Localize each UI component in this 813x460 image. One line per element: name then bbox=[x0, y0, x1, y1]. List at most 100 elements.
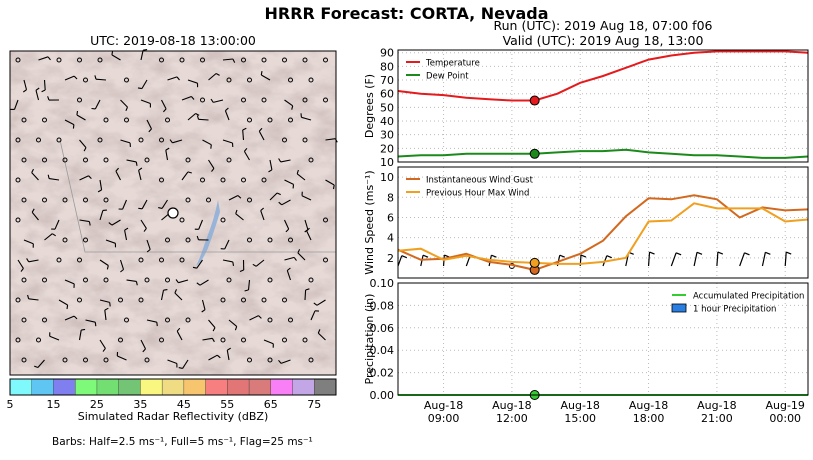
calm-wind-marker bbox=[288, 237, 293, 243]
chart-panel-3: 0.00 0.02 0.04 0.06 0.08 0.10 Precipitation (i… bbox=[363, 277, 809, 402]
wind-barb bbox=[111, 50, 121, 61]
wind-barb bbox=[146, 239, 151, 253]
wind-barb bbox=[181, 95, 195, 101]
y-tick-label: 0.04 bbox=[370, 344, 395, 357]
wind-barb bbox=[140, 219, 147, 232]
calm-wind-marker bbox=[282, 297, 287, 303]
wind-barb bbox=[140, 339, 146, 353]
calm-wind-marker bbox=[308, 77, 314, 83]
wind-barb bbox=[196, 115, 209, 121]
y-tick-label: 2 bbox=[387, 252, 394, 265]
colorbar-tick-label: 65 bbox=[264, 398, 278, 411]
calm-wind-marker bbox=[220, 177, 226, 183]
colorbar-tick-label: 5 bbox=[7, 398, 14, 411]
legend: Accumulated Precipitation 1 hour Precipit… bbox=[671, 292, 804, 315]
calm-wind-marker bbox=[302, 137, 308, 143]
calm-wind-marker bbox=[261, 97, 267, 103]
wind-barbs-layer bbox=[10, 49, 338, 369]
wind-barb bbox=[31, 208, 39, 221]
calm-wind-marker bbox=[323, 257, 328, 263]
calm-wind-marker bbox=[159, 57, 164, 63]
legend-label: Dew Point bbox=[426, 72, 469, 82]
y-tick-label: 30 bbox=[380, 129, 394, 142]
wind-barb bbox=[161, 99, 167, 113]
colorbar-cell bbox=[227, 378, 250, 396]
wind-barb bbox=[85, 319, 97, 327]
wind-barb-feather bbox=[765, 251, 771, 255]
x-tick-label-time: 15:00 bbox=[564, 412, 596, 425]
wind-barb bbox=[35, 87, 40, 101]
colorbar-cell bbox=[292, 378, 315, 396]
x-tick-label-time: 00:00 bbox=[769, 412, 801, 425]
wind-barb bbox=[140, 49, 148, 61]
calm-wind-marker bbox=[267, 357, 273, 363]
x-tick-label-date: Aug-18 bbox=[492, 399, 531, 412]
calm-wind-marker bbox=[323, 97, 328, 103]
map-title: UTC: 2019-08-18 13:00:00 bbox=[90, 33, 256, 48]
calm-wind-marker bbox=[226, 157, 232, 163]
calm-wind-marker bbox=[138, 297, 144, 303]
wind-barb bbox=[99, 209, 107, 221]
y-tick-label: 80 bbox=[380, 60, 394, 73]
calm-wind-marker bbox=[247, 237, 252, 243]
calm-wind-marker bbox=[103, 117, 109, 123]
wind-barb bbox=[126, 159, 138, 166]
wind-barb bbox=[304, 288, 310, 301]
x-tick-label-date: Aug-18 bbox=[629, 399, 668, 412]
colorbar-cell bbox=[53, 378, 76, 396]
calm-wind-marker bbox=[288, 317, 293, 323]
x-tick-label-date: Aug-18 bbox=[560, 399, 599, 412]
series-line-previous-hour-max-wind bbox=[397, 202, 809, 265]
wind-barb bbox=[169, 139, 183, 144]
calm-wind-marker bbox=[241, 297, 246, 303]
barbs-legend-note: Barbs: Half=2.5 ms⁻¹, Full=5 ms⁻¹, Flag=… bbox=[52, 436, 313, 448]
wind-barb bbox=[91, 99, 101, 110]
wind-barb bbox=[165, 147, 170, 161]
calm-wind-marker bbox=[118, 337, 123, 343]
wind-barb-feather bbox=[744, 252, 750, 256]
calm-wind-marker bbox=[144, 277, 150, 283]
calm-wind-marker bbox=[308, 357, 314, 363]
colorbar-cell bbox=[161, 378, 185, 396]
calm-wind-marker bbox=[247, 117, 252, 123]
calm-wind-marker bbox=[21, 357, 27, 363]
calm-wind-marker bbox=[220, 297, 226, 303]
calm-wind-marker bbox=[77, 97, 82, 103]
calm-wind-marker bbox=[206, 197, 211, 203]
calm-wind-marker bbox=[179, 257, 185, 263]
wind-barb bbox=[761, 252, 766, 267]
colorbar-cell bbox=[314, 378, 337, 396]
wind-barb bbox=[716, 251, 719, 267]
wind-barb bbox=[228, 319, 238, 331]
wind-barb bbox=[99, 299, 111, 307]
calm-wind-marker bbox=[200, 97, 205, 103]
wind-barb-feather bbox=[491, 254, 497, 258]
wind-barb bbox=[78, 328, 86, 341]
y-tick-label: 0.08 bbox=[370, 299, 395, 312]
legend: Instantaneous Wind Gust Previous Hour Max… bbox=[406, 176, 534, 199]
wind-barb bbox=[178, 359, 189, 369]
wind-barb bbox=[397, 255, 403, 267]
wind-barb bbox=[325, 179, 335, 190]
calm-wind-marker bbox=[42, 197, 47, 203]
calm-wind-marker bbox=[267, 117, 273, 123]
y-axis-label: Wind Speed (ms⁻¹) bbox=[363, 170, 376, 274]
wind-barb bbox=[120, 139, 131, 147]
wind-barb bbox=[58, 299, 69, 310]
wind-barb bbox=[27, 294, 39, 301]
wind-barb bbox=[47, 174, 60, 181]
wind-barb bbox=[22, 79, 28, 93]
wind-barb bbox=[465, 255, 471, 267]
calm-wind-marker bbox=[103, 197, 109, 203]
wind-barb bbox=[187, 79, 199, 88]
wind-barb bbox=[31, 168, 39, 181]
calm-wind-marker bbox=[282, 137, 287, 143]
wind-barb bbox=[202, 337, 215, 343]
calm-wind-marker bbox=[241, 97, 246, 103]
y-tick-label: 0.10 bbox=[370, 277, 395, 290]
wind-barb bbox=[284, 179, 295, 189]
y-tick-label: 4 bbox=[387, 232, 394, 245]
wind-barb bbox=[115, 167, 121, 181]
wind-barb bbox=[243, 147, 250, 161]
x-tick-label-time: 18:00 bbox=[633, 412, 665, 425]
